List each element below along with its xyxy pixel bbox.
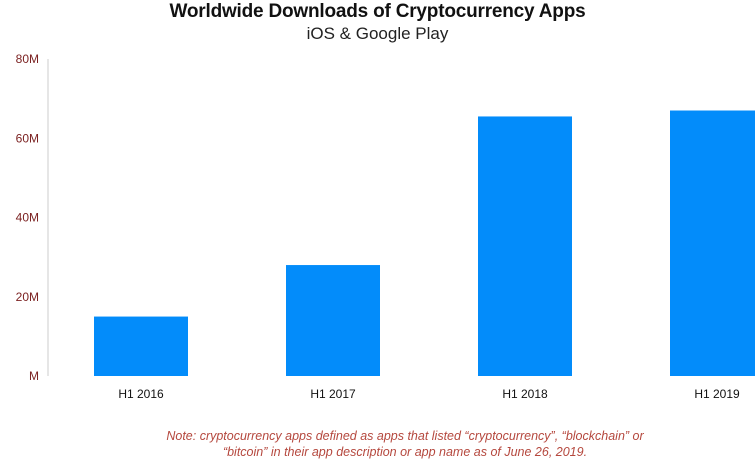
bar — [94, 316, 188, 376]
x-tick-label: H1 2017 — [310, 387, 356, 401]
y-tick-label: 60M — [16, 131, 39, 145]
chart-subtitle: iOS & Google Play — [306, 24, 449, 43]
chart-note: Note: cryptocurrency apps defined as app… — [120, 428, 690, 460]
chart-note-line-2: “bitcoin” in their app description or ap… — [222, 445, 588, 459]
chart-note-line-1: Note: cryptocurrency apps defined as app… — [166, 429, 644, 443]
y-tick-label: 40M — [16, 211, 39, 225]
bar — [286, 265, 380, 376]
y-tick-label: 80M — [16, 52, 39, 66]
chart-title: Worldwide Downloads of Cryptocurrency Ap… — [169, 1, 586, 22]
y-tick-label: 20M — [16, 290, 39, 304]
x-tick-label: H1 2016 — [118, 387, 164, 401]
bar — [670, 110, 755, 376]
y-tick-label: M — [29, 369, 39, 383]
bar — [478, 116, 572, 377]
x-tick-label: H1 2019 — [694, 387, 740, 401]
x-tick-label: H1 2018 — [502, 387, 548, 401]
